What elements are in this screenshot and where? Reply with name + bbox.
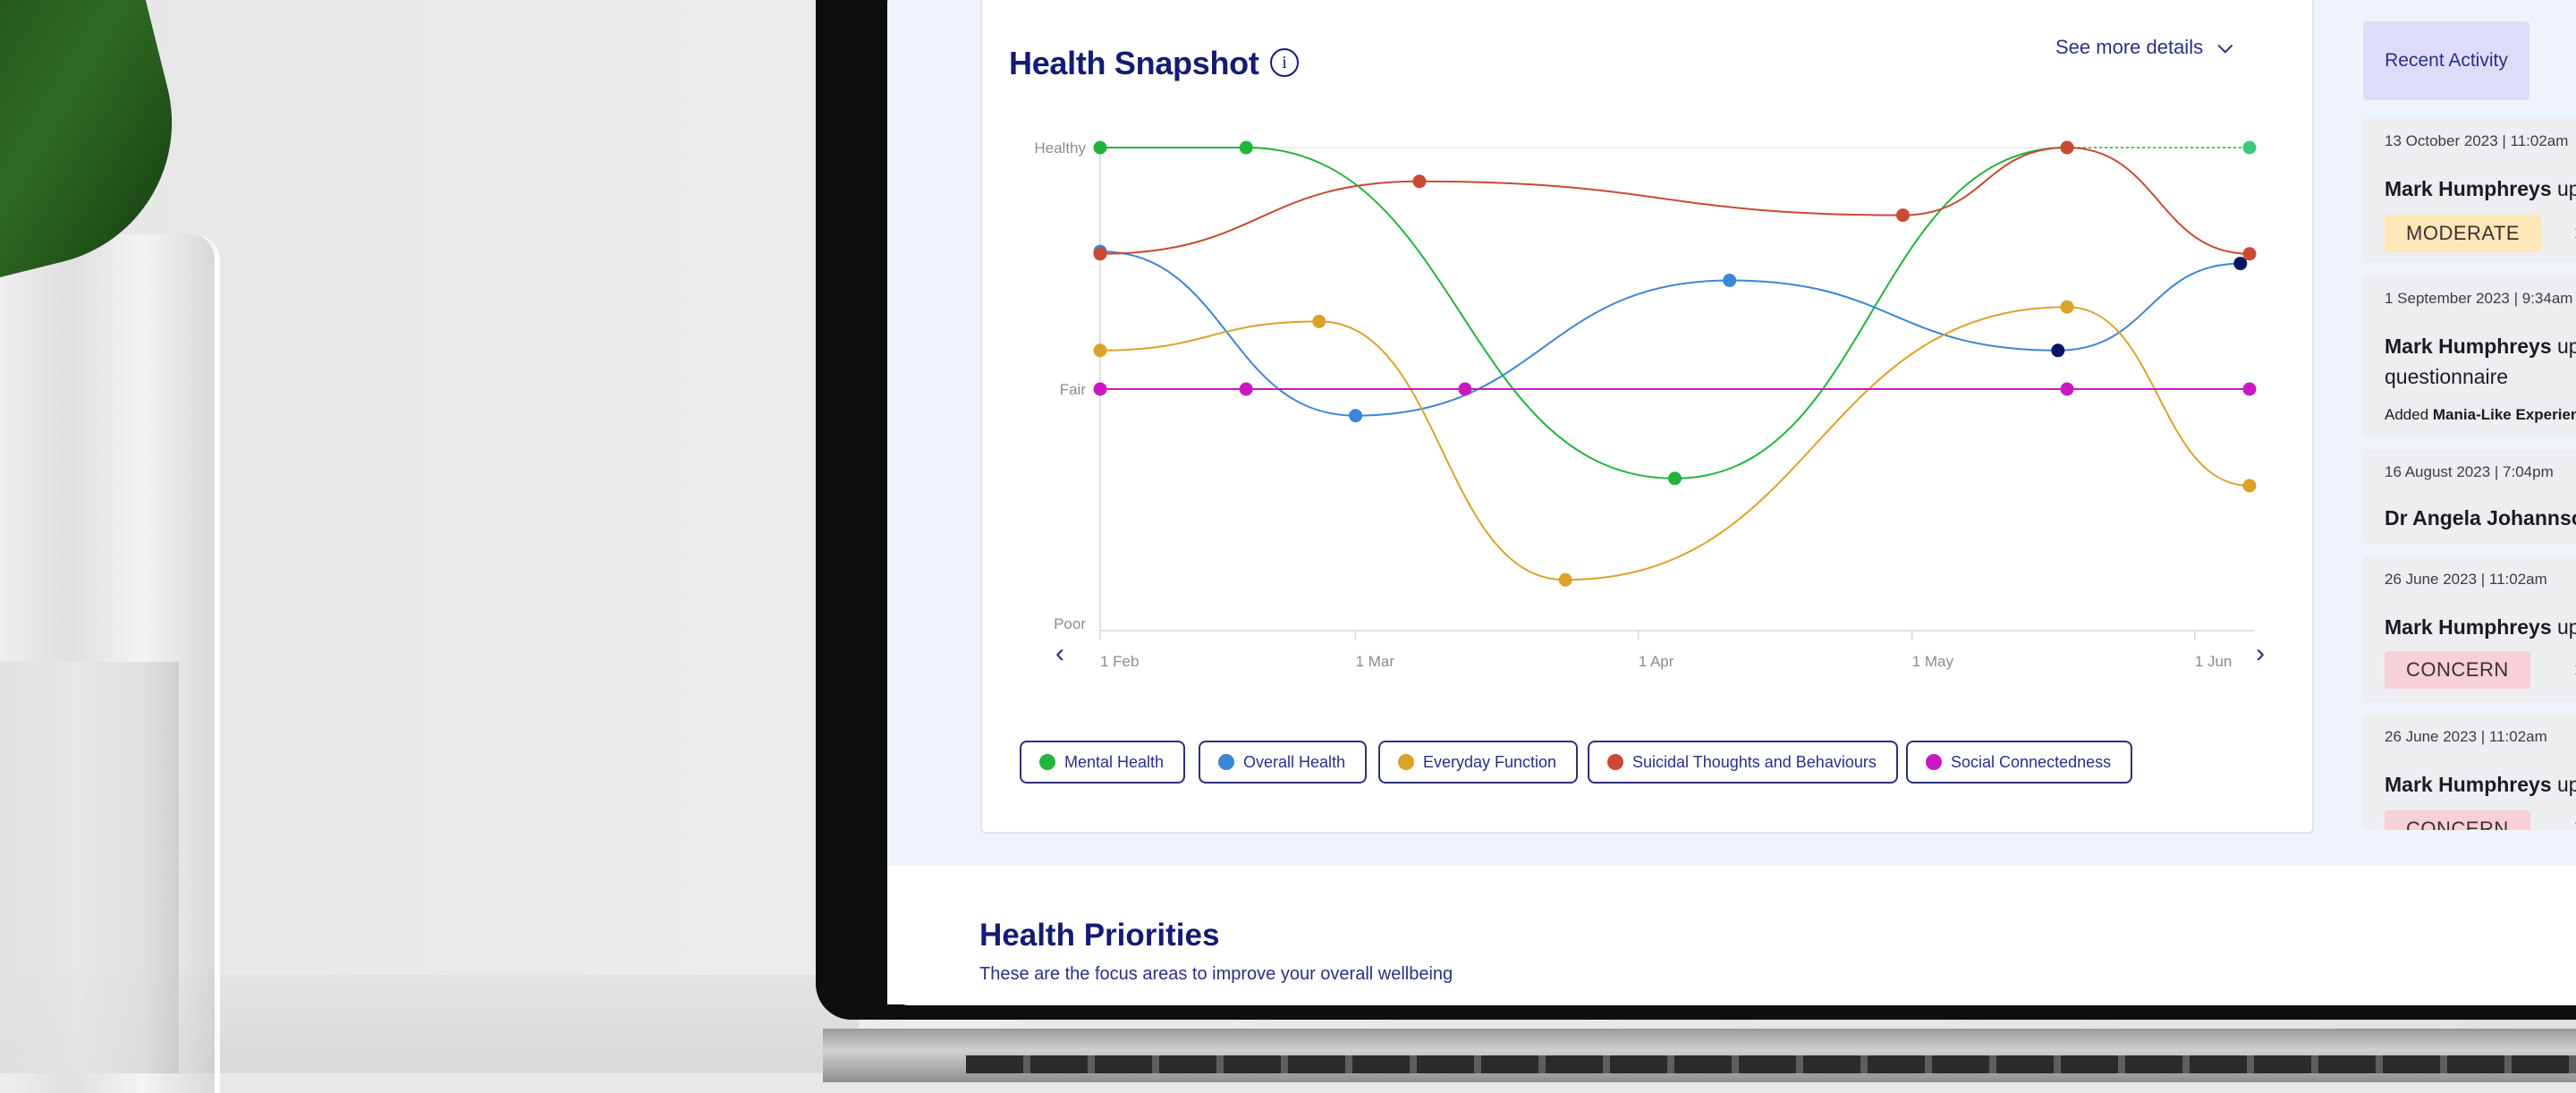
legend-everyday-function[interactable]: Everyday Function bbox=[1378, 741, 1579, 784]
legend-dot bbox=[1607, 754, 1623, 770]
series-line-mental-health bbox=[1100, 146, 2068, 479]
data-point-suicidal-thoughts-and-behaviours bbox=[1093, 247, 1107, 261]
chevron-right-icon[interactable]: › bbox=[2574, 218, 2576, 246]
recent-activity-tab[interactable]: Recent Activity bbox=[2363, 21, 2529, 100]
data-point-mental-health bbox=[1668, 471, 1682, 486]
data-point-mental-health bbox=[2242, 140, 2257, 155]
x-tick-label: 1 May bbox=[1912, 653, 1954, 670]
y-tick-label: Poor bbox=[1054, 615, 1086, 632]
activity-text: Mark Humphreys up bbox=[2385, 177, 2576, 200]
data-point-suicidal-thoughts-and-behaviours bbox=[1895, 208, 1910, 223]
activity-date: 1 September 2023 | 9:34am bbox=[2385, 290, 2573, 307]
page-title: Health Snapshot bbox=[1009, 45, 1259, 81]
activity-date: 26 June 2023 | 11:02am bbox=[2385, 728, 2547, 745]
activity-item[interactable]: 13 October 2023 | 11:02am Mark Humphreys… bbox=[2363, 118, 2576, 263]
glass-water bbox=[0, 662, 179, 1073]
activity-text: Dr Angela Johannso bbox=[2385, 506, 2576, 530]
activity-item[interactable]: 1 September 2023 | 9:34am Mark Humphreys… bbox=[2363, 274, 2576, 438]
legend-overall-health[interactable]: Overall Health bbox=[1199, 741, 1368, 784]
data-point-social-connectedness bbox=[1093, 382, 1107, 396]
legend-dot bbox=[1926, 754, 1942, 770]
activity-text: Mark Humphreys up bbox=[2385, 335, 2576, 358]
activity-item[interactable]: 26 June 2023 | 11:02am Mark Humphreys up… bbox=[2363, 556, 2576, 703]
x-tick-label: 1 Mar bbox=[1356, 653, 1395, 670]
see-more-label: See more details bbox=[2055, 36, 2204, 58]
x-tick-label: 1 Jun bbox=[2195, 653, 2233, 670]
activity-date: 13 October 2023 | 11:02am bbox=[2385, 132, 2569, 149]
activity-date: 16 August 2023 | 7:04pm bbox=[2385, 463, 2554, 480]
info-icon[interactable]: i bbox=[1270, 48, 1299, 77]
activity-text-line2: questionnaire bbox=[2385, 365, 2509, 388]
activity-item[interactable]: 16 August 2023 | 7:04pm Dr Angela Johann… bbox=[2363, 449, 2576, 544]
legend-label: Suicidal Thoughts and Behaviours bbox=[1632, 752, 1877, 771]
data-point-social-connectedness bbox=[2060, 382, 2074, 396]
series-line-overall-health bbox=[1099, 250, 2241, 417]
chart-next-arrow[interactable]: › bbox=[2256, 639, 2265, 668]
legend-social-connectedness[interactable]: Social Connectedness bbox=[1906, 741, 2133, 784]
data-point-everyday-function bbox=[2060, 300, 2074, 314]
activity-text: Mark Humphreys up bbox=[2385, 773, 2576, 796]
legend-dot bbox=[1218, 754, 1234, 770]
legend-label: Overall Health bbox=[1243, 752, 1346, 771]
series-line-everyday-function bbox=[1099, 306, 2250, 581]
health-priorities-section bbox=[887, 866, 2576, 1004]
health-snapshot-card bbox=[980, 0, 2314, 834]
data-point-overall-health bbox=[2233, 257, 2248, 271]
data-point-everyday-function bbox=[1312, 314, 1326, 328]
data-point-suicidal-thoughts-and-behaviours bbox=[1412, 174, 1427, 189]
data-point-social-connectedness bbox=[1239, 382, 1253, 396]
activity-date: 26 June 2023 | 11:02am bbox=[2385, 571, 2547, 588]
data-point-mental-health bbox=[1239, 140, 1253, 155]
section-subtitle: These are the focus areas to improve you… bbox=[979, 964, 1453, 984]
data-point-overall-health bbox=[1349, 409, 1363, 423]
x-tick-label: 1 Feb bbox=[1100, 653, 1139, 670]
data-point-suicidal-thoughts-and-behaviours bbox=[2060, 140, 2074, 155]
legend-label: Mental Health bbox=[1064, 752, 1165, 771]
data-point-social-connectedness bbox=[1458, 382, 1472, 396]
status-badge: CONCERN bbox=[2385, 810, 2530, 830]
data-point-mental-health bbox=[1093, 140, 1107, 155]
legend-suicidal-thoughts[interactable]: Suicidal Thoughts and Behaviours bbox=[1588, 741, 1898, 784]
legend-label: Social Connectedness bbox=[1951, 752, 2112, 771]
section-title: Health Priorities bbox=[979, 918, 1220, 953]
see-more-details-button[interactable]: See more details bbox=[2055, 36, 2233, 59]
laptop-keyboard bbox=[966, 1055, 2576, 1073]
chart-prev-arrow[interactable]: ‹ bbox=[1055, 639, 1064, 668]
data-point-everyday-function bbox=[1093, 343, 1107, 358]
data-point-overall-health bbox=[1723, 274, 1737, 287]
y-tick-label: Fair bbox=[1060, 381, 1087, 398]
data-point-suicidal-thoughts-and-behaviours bbox=[2242, 247, 2257, 261]
legend-dot bbox=[1039, 754, 1055, 770]
chevron-right-icon[interactable]: › bbox=[2574, 655, 2576, 682]
status-badge: MODERATE bbox=[2385, 215, 2542, 252]
data-point-everyday-function bbox=[2242, 479, 2257, 493]
activity-item[interactable]: 26 June 2023 | 11:02am Mark Humphreys up… bbox=[2363, 714, 2576, 830]
chevron-right-icon[interactable]: › bbox=[2574, 812, 2576, 830]
y-tick-label: Healthy bbox=[1034, 140, 1086, 157]
data-point-everyday-function bbox=[1558, 572, 1572, 587]
legend-dot bbox=[1398, 754, 1414, 770]
x-tick-label: 1 Apr bbox=[1639, 653, 1674, 670]
status-badge: CONCERN bbox=[2385, 651, 2530, 689]
data-point-social-connectedness bbox=[2242, 382, 2257, 396]
series-line-suicidal-thoughts-and-behaviours bbox=[1099, 146, 2250, 255]
legend-label: Everyday Function bbox=[1423, 752, 1557, 771]
legend-mental-health[interactable]: Mental Health bbox=[1020, 741, 1186, 784]
activity-text: Mark Humphreys up bbox=[2385, 615, 2576, 639]
activity-detail: Added Mania-Like Experien bbox=[2385, 406, 2576, 423]
data-point-overall-health bbox=[2051, 343, 2065, 358]
